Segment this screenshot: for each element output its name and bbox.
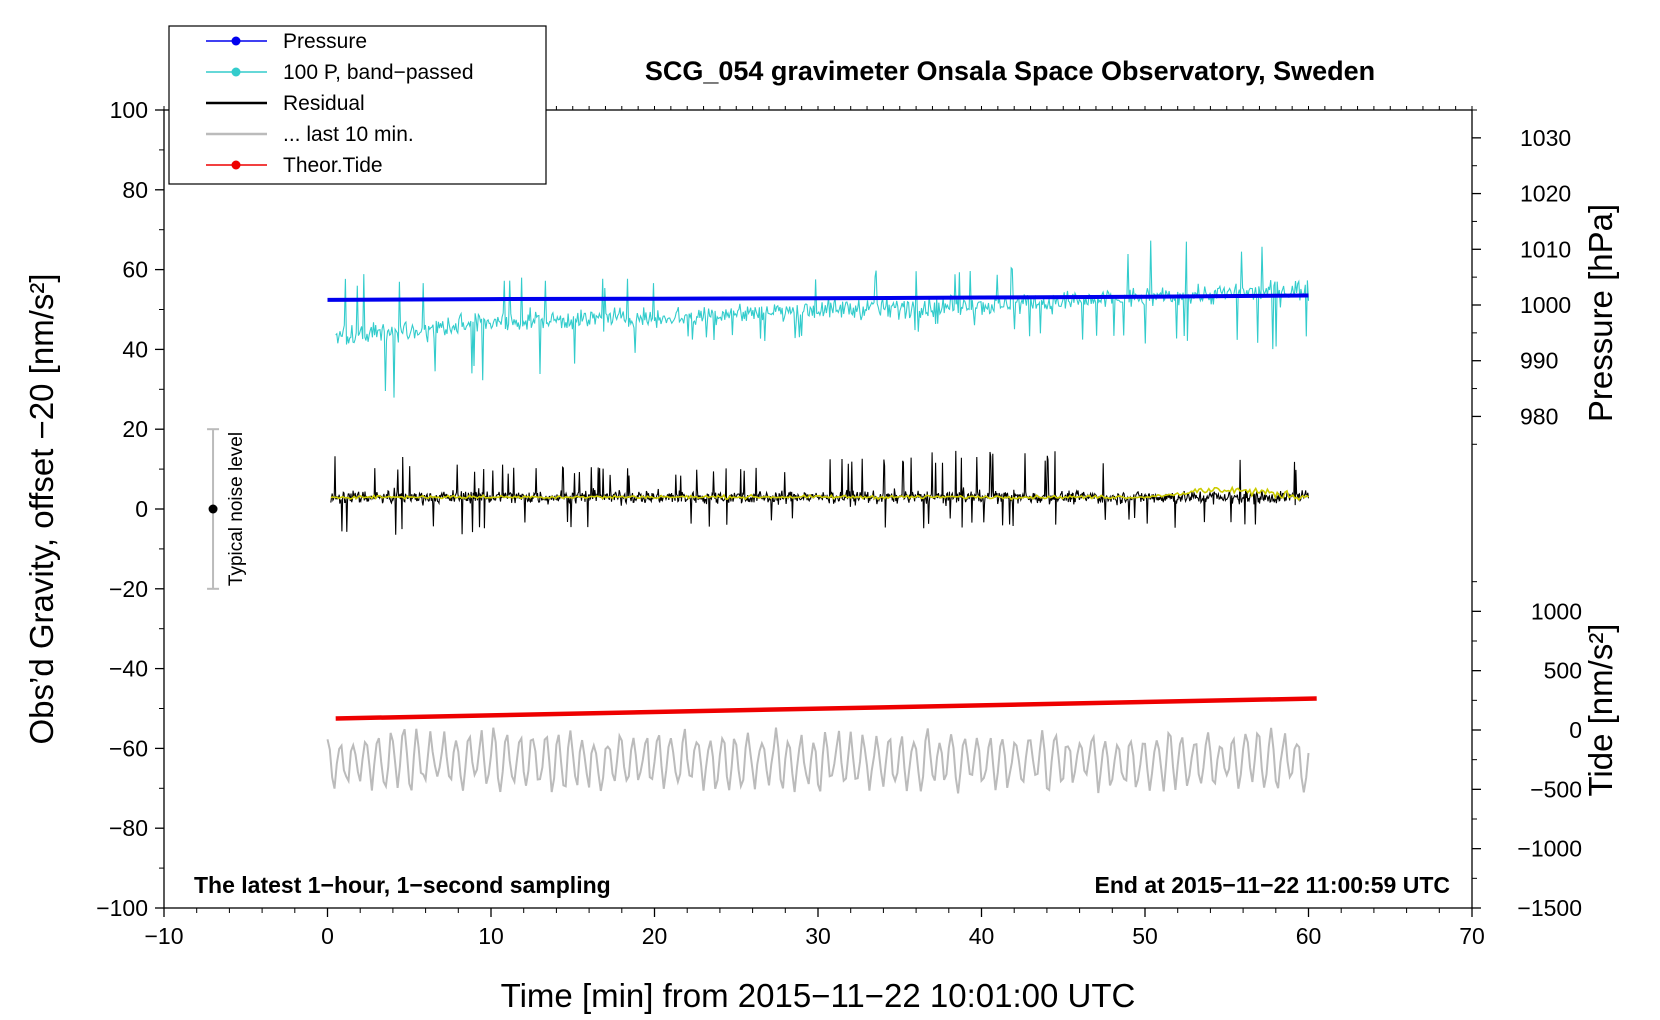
- x-tick-label: 50: [1132, 923, 1158, 949]
- y-tick-label: −40: [109, 656, 148, 682]
- legend-box: [168, 25, 547, 185]
- y-axis-title-pressure: Pressure [hPa]: [1582, 204, 1619, 422]
- noise-level-label: Typical noise level: [226, 432, 247, 586]
- x-tick-label: 10: [478, 923, 504, 949]
- note-bottom-left: The latest 1−hour, 1−second sampling: [194, 872, 611, 898]
- x-tick-label: −10: [144, 923, 183, 949]
- y-tick-label: −60: [109, 735, 148, 761]
- pressure-tick-label: 1020: [1520, 181, 1571, 207]
- y-tick-label: 20: [122, 416, 148, 442]
- y-tick-label: 80: [122, 177, 148, 203]
- note-bottom-right: End at 2015−11−22 11:00:59 UTC: [1095, 872, 1450, 898]
- legend-swatch-marker: [231, 160, 241, 170]
- text-layer: Typical noise level Time [min] from 2015−…: [23, 56, 1619, 1014]
- series-residual-smoothed-line: [330, 485, 1309, 502]
- y-tick-label: −80: [109, 815, 148, 841]
- pressure-tick-label: 990: [1520, 348, 1558, 374]
- legend-label: Pressure: [283, 30, 367, 53]
- legend-label: 100 P, band−passed: [283, 61, 474, 84]
- axes-layer: −10 0 10 20 30 40 50 60 70−100−80−60−40−20020406…: [96, 97, 1582, 949]
- series-last-10-min-line: [326, 727, 1310, 794]
- y-axis-title-left: Obs’d Gravity, offset −20 [nm/s²]: [23, 273, 60, 744]
- noise-bar-center-dot: [208, 504, 218, 514]
- series-band-passed-line: [335, 240, 1310, 398]
- y-tick-label: 100: [110, 97, 148, 123]
- series-pressure-line: [327, 293, 1309, 302]
- series-residual-line: [330, 450, 1310, 535]
- pressure-tick-label: 1010: [1520, 236, 1571, 262]
- data-layer: [207, 240, 1317, 794]
- x-tick-label: 60: [1296, 923, 1322, 949]
- x-tick-label: 20: [642, 923, 668, 949]
- pressure-tick-label: 1000: [1520, 292, 1571, 318]
- x-tick-label: 70: [1459, 923, 1485, 949]
- tide-tick-label: −1000: [1517, 836, 1582, 862]
- tide-tick-label: 500: [1544, 658, 1582, 684]
- series-theor-tide-line: [335, 696, 1317, 721]
- pressure-tick-label: 1030: [1520, 125, 1571, 151]
- tide-tick-label: −1500: [1517, 895, 1582, 921]
- tide-tick-label: 1000: [1531, 598, 1582, 624]
- legend-label: Theor.Tide: [283, 154, 383, 177]
- x-axis-title: Time [min] from 2015−11−22 10:01:00 UTC: [501, 977, 1136, 1014]
- legend-label: Residual: [283, 92, 365, 115]
- tide-tick-label: −500: [1530, 776, 1582, 802]
- y-tick-label: −20: [109, 576, 148, 602]
- tide-tick-label: 0: [1569, 717, 1582, 743]
- y-tick-label: −100: [96, 895, 148, 921]
- legend-swatch-marker: [231, 36, 241, 46]
- y-tick-label: 40: [122, 336, 148, 362]
- y-axis-title-tide: Tide [nm/s²]: [1582, 624, 1619, 797]
- x-tick-label: 40: [969, 923, 995, 949]
- pressure-tick-label: 980: [1520, 403, 1558, 429]
- chart-title: SCG_054 gravimeter Onsala Space Observat…: [645, 56, 1375, 86]
- y-tick-label: 0: [135, 496, 148, 522]
- legend-swatch-marker: [231, 67, 241, 77]
- x-tick-label: 30: [805, 923, 831, 949]
- legend: Pressure 100 P, band−passed Residual ... la…: [168, 25, 547, 185]
- legend-label: ... last 10 min.: [283, 123, 414, 146]
- x-tick-label: 0: [321, 923, 334, 949]
- y-tick-label: 60: [122, 257, 148, 283]
